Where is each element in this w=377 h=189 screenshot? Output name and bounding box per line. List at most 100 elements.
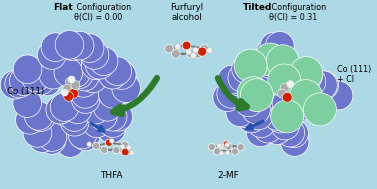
Ellipse shape — [282, 92, 292, 102]
Ellipse shape — [81, 51, 110, 80]
Ellipse shape — [272, 89, 301, 118]
Ellipse shape — [198, 47, 207, 56]
Ellipse shape — [247, 109, 276, 138]
Ellipse shape — [256, 39, 284, 68]
Ellipse shape — [129, 150, 134, 155]
FancyArrowPatch shape — [247, 121, 263, 129]
Ellipse shape — [277, 89, 287, 98]
Ellipse shape — [217, 143, 222, 148]
FancyArrowPatch shape — [218, 78, 247, 108]
Ellipse shape — [112, 74, 141, 103]
Ellipse shape — [87, 142, 92, 147]
Ellipse shape — [303, 93, 336, 126]
FancyArrowPatch shape — [91, 123, 104, 131]
Text: Tilted: Tilted — [243, 3, 273, 12]
Ellipse shape — [89, 102, 117, 130]
Ellipse shape — [193, 47, 198, 53]
Ellipse shape — [126, 145, 131, 150]
Ellipse shape — [276, 67, 304, 96]
Ellipse shape — [39, 60, 67, 89]
Ellipse shape — [297, 67, 326, 96]
Ellipse shape — [50, 93, 79, 121]
Ellipse shape — [246, 118, 275, 147]
Ellipse shape — [97, 115, 126, 143]
Ellipse shape — [294, 62, 322, 91]
Ellipse shape — [32, 67, 61, 96]
Ellipse shape — [85, 50, 114, 79]
Ellipse shape — [27, 103, 55, 131]
Ellipse shape — [264, 33, 292, 61]
Ellipse shape — [68, 120, 97, 149]
Ellipse shape — [234, 49, 267, 82]
Ellipse shape — [280, 128, 309, 156]
Ellipse shape — [237, 77, 270, 110]
Ellipse shape — [227, 81, 255, 109]
Ellipse shape — [64, 60, 93, 89]
Ellipse shape — [214, 148, 221, 155]
Ellipse shape — [101, 146, 108, 153]
Ellipse shape — [64, 91, 74, 101]
Ellipse shape — [207, 47, 213, 53]
Ellipse shape — [263, 102, 291, 130]
Ellipse shape — [13, 89, 41, 117]
Ellipse shape — [208, 144, 215, 151]
Ellipse shape — [213, 83, 242, 112]
Ellipse shape — [266, 50, 294, 78]
Ellipse shape — [190, 53, 196, 59]
Ellipse shape — [270, 64, 299, 92]
Ellipse shape — [109, 138, 114, 143]
Ellipse shape — [65, 31, 94, 60]
Ellipse shape — [165, 44, 173, 53]
Ellipse shape — [61, 89, 68, 96]
Ellipse shape — [260, 32, 289, 61]
Ellipse shape — [83, 109, 111, 138]
Ellipse shape — [60, 103, 89, 131]
Text: Furfuryl
alcohol: Furfuryl alcohol — [170, 3, 203, 22]
Ellipse shape — [223, 67, 251, 96]
Ellipse shape — [0, 70, 29, 99]
Ellipse shape — [222, 141, 230, 148]
Ellipse shape — [63, 84, 72, 93]
Ellipse shape — [282, 95, 311, 124]
Ellipse shape — [71, 80, 100, 108]
Ellipse shape — [310, 71, 339, 100]
Ellipse shape — [231, 99, 260, 128]
Ellipse shape — [217, 80, 245, 108]
Ellipse shape — [21, 63, 50, 92]
Ellipse shape — [41, 33, 70, 62]
Ellipse shape — [288, 91, 317, 119]
Ellipse shape — [70, 62, 99, 91]
Ellipse shape — [254, 43, 287, 76]
Ellipse shape — [244, 101, 273, 130]
Ellipse shape — [226, 98, 254, 127]
Ellipse shape — [242, 95, 270, 124]
Ellipse shape — [253, 114, 282, 143]
Ellipse shape — [26, 66, 55, 95]
Ellipse shape — [68, 76, 75, 83]
Ellipse shape — [219, 145, 224, 150]
Text: Configuration
θ(Cl) = 0.31: Configuration θ(Cl) = 0.31 — [269, 3, 326, 22]
Ellipse shape — [98, 102, 127, 131]
Ellipse shape — [46, 95, 75, 124]
Ellipse shape — [200, 44, 208, 53]
Ellipse shape — [15, 105, 44, 134]
Ellipse shape — [65, 78, 74, 87]
Ellipse shape — [118, 146, 126, 153]
Text: 2-MF: 2-MF — [217, 171, 239, 180]
Ellipse shape — [120, 144, 125, 149]
Ellipse shape — [280, 119, 308, 148]
Ellipse shape — [71, 85, 100, 113]
Ellipse shape — [25, 101, 53, 130]
Ellipse shape — [60, 107, 89, 136]
Ellipse shape — [265, 32, 294, 60]
Ellipse shape — [218, 65, 246, 94]
Ellipse shape — [324, 81, 353, 110]
Text: Configuration
θ(Cl) = 0.00: Configuration θ(Cl) = 0.00 — [74, 3, 131, 22]
Ellipse shape — [186, 49, 192, 55]
Ellipse shape — [55, 30, 84, 59]
Ellipse shape — [98, 109, 127, 137]
Ellipse shape — [63, 95, 92, 124]
Ellipse shape — [225, 143, 232, 150]
Text: Flat: Flat — [53, 3, 72, 12]
Ellipse shape — [103, 57, 132, 85]
